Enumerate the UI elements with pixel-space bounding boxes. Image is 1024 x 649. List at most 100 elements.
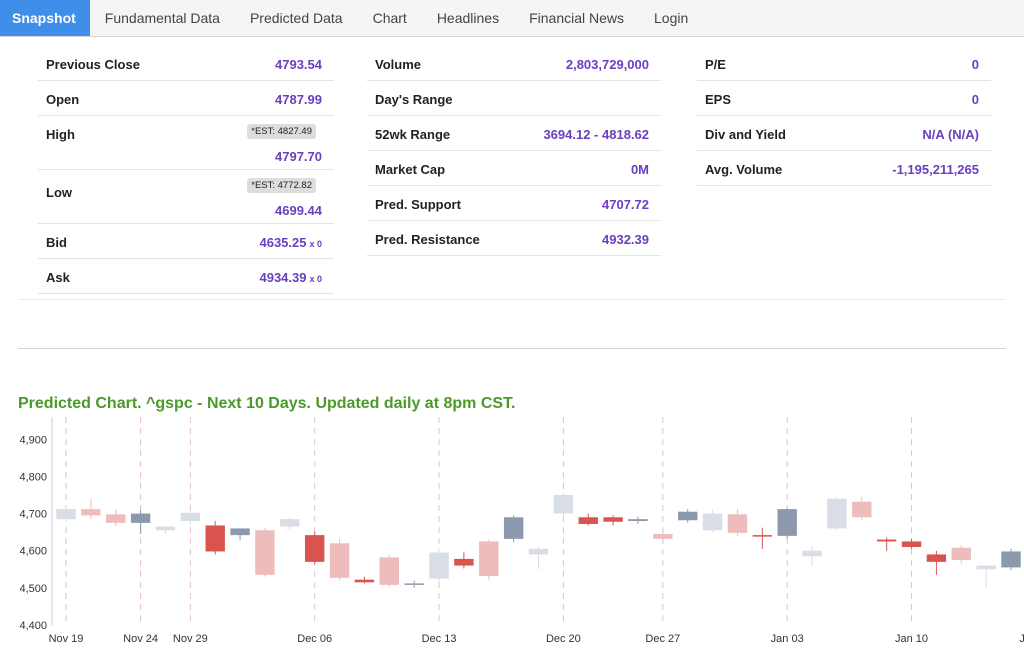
candle — [155, 526, 176, 534]
x-tick-label: Dec 06 — [297, 633, 332, 645]
candle — [553, 493, 574, 516]
candle-body — [130, 513, 151, 523]
snapshot-col-2: Volume 2,803,729,000 Day's Range 52wk Ra… — [367, 46, 661, 256]
tab-fundamental-data[interactable]: Fundamental Data — [104, 10, 220, 26]
candle — [777, 508, 797, 539]
candle — [404, 580, 424, 588]
candle — [255, 527, 275, 577]
volume-label: Volume — [375, 57, 421, 72]
bid-row: Bid 4635.25 x 0 — [38, 224, 334, 259]
tab-bar: Snapshot Fundamental Data Predicted Data Ch… — [0, 0, 1024, 37]
candle — [106, 509, 126, 527]
candle-body — [304, 535, 325, 562]
pe-row: P/E 0 — [697, 46, 991, 81]
candle-body — [354, 579, 375, 583]
pred-resistance-value: 4932.39 — [602, 232, 649, 247]
pred-support-row: Pred. Support 4707.72 — [367, 186, 661, 221]
ask-value: 4934.39 — [259, 270, 307, 285]
ask-size: x 0 — [309, 274, 322, 284]
x-tick-label: Jan 17 — [1019, 633, 1024, 645]
candle — [130, 509, 151, 534]
candle — [1001, 548, 1021, 571]
candle-body — [404, 583, 424, 585]
pe-value: 0 — [971, 57, 979, 72]
previous-close-row: Previous Close 4793.54 — [38, 46, 334, 81]
candle-body — [1001, 551, 1021, 568]
chart-title: Predicted Chart. ^gspc - Next 10 Days. U… — [18, 395, 516, 412]
candle — [479, 539, 499, 580]
x-tick-label: Dec 20 — [546, 633, 581, 645]
section-divider — [18, 299, 1006, 300]
div-yield-label: Div and Yield — [705, 127, 786, 142]
bid-label: Bid — [46, 235, 67, 250]
candle-body — [901, 541, 922, 547]
eps-value: 0 — [971, 92, 979, 107]
high-label: High — [46, 127, 75, 142]
high-est-badge: *EST: 4827.49 — [247, 124, 316, 139]
candle-body — [429, 552, 449, 579]
tab-snapshot[interactable]: Snapshot — [0, 0, 90, 36]
tab-financial-news[interactable]: Financial News — [529, 10, 625, 26]
tab-headlines[interactable]: Headlines — [436, 10, 500, 26]
ask-label: Ask — [46, 270, 70, 285]
wk52-range-value: 3694.12 - 4818.62 — [543, 127, 649, 142]
candle-body — [553, 495, 574, 514]
candle — [951, 545, 971, 564]
tab-predicted-data[interactable]: Predicted Data — [249, 10, 343, 26]
div-yield-row: Div and Yield N/A (N/A) — [697, 116, 991, 151]
pe-label: P/E — [705, 57, 726, 72]
y-tick-label: 4,800 — [19, 471, 47, 483]
market-cap-row: Market Cap 0M — [367, 151, 661, 186]
tab-login[interactable]: Login — [654, 10, 689, 26]
candle — [752, 527, 773, 549]
candle-body — [678, 511, 698, 521]
market-cap-value: 0M — [630, 162, 649, 177]
y-tick-label: 4,400 — [19, 620, 47, 632]
candle — [503, 515, 524, 543]
volume-row: Volume 2,803,729,000 — [367, 46, 661, 81]
days-range-label: Day's Range — [375, 92, 453, 107]
x-tick-label: Jan 10 — [895, 633, 928, 645]
ask-row: Ask 4934.39 x 0 — [38, 259, 334, 294]
volume-value: 2,803,729,000 — [565, 57, 649, 72]
avg-volume-label: Avg. Volume — [705, 162, 783, 177]
candle-body — [180, 512, 201, 521]
pred-resistance-label: Pred. Resistance — [375, 232, 480, 247]
candle — [727, 509, 748, 536]
candle — [802, 546, 822, 566]
candle-body — [852, 501, 872, 518]
candle-body — [827, 498, 847, 529]
div-yield-value: N/A (N/A) — [922, 127, 979, 142]
high-row: High *EST: 4827.49 4797.70 — [38, 116, 334, 170]
x-tick-label: Dec 13 — [422, 633, 457, 645]
avg-volume-value: -1,195,211,265 — [892, 162, 979, 177]
candle — [603, 515, 623, 526]
candle — [528, 547, 549, 570]
tab-chart[interactable]: Chart — [372, 10, 407, 26]
candle — [926, 550, 947, 575]
y-tick-label: 4,900 — [19, 434, 47, 446]
candle — [876, 537, 897, 551]
ask-value-wrap: 4934.39 x 0 — [259, 270, 322, 285]
pred-resistance-row: Pred. Resistance 4932.39 — [367, 221, 661, 256]
snapshot-col-1: Previous Close 4793.54 Open 4787.99 High… — [38, 46, 334, 294]
market-cap-label: Market Cap — [375, 162, 446, 177]
bid-value-wrap: 4635.25 x 0 — [259, 235, 322, 250]
candle-body — [752, 535, 773, 537]
y-tick-label: 4,700 — [19, 509, 47, 521]
candle — [653, 532, 673, 542]
low-value: 4699.44 — [275, 203, 322, 218]
candle-body — [503, 517, 524, 539]
candle — [901, 538, 922, 549]
eps-label: EPS — [705, 92, 732, 107]
candle — [230, 528, 250, 541]
candle — [81, 498, 101, 520]
predicted-candlestick-chart: 4,400 4,500 4,600 4,700 4,800 4,900 Nov 19 Nov … — [19, 417, 1024, 645]
low-est-badge: *EST: 4772.82 — [247, 178, 316, 193]
candle — [827, 496, 847, 531]
candle-body — [777, 509, 797, 536]
candle-body — [528, 548, 549, 555]
candle — [56, 506, 76, 521]
low-label: Low — [46, 185, 72, 200]
candle — [304, 531, 325, 564]
